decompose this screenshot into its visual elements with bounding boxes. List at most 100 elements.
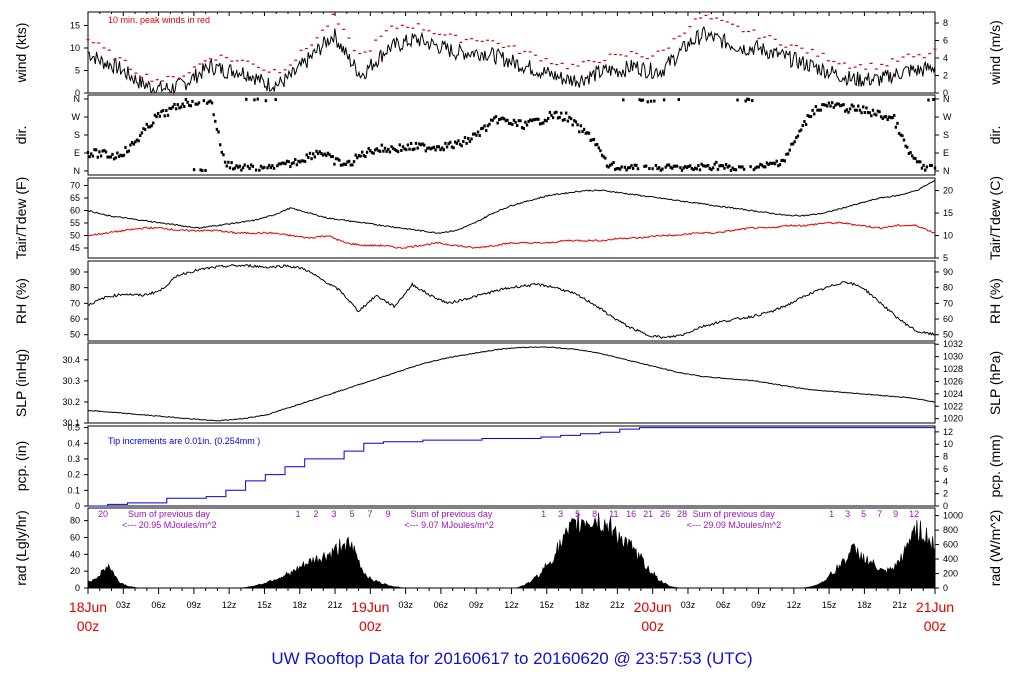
- dir-point: [798, 129, 801, 133]
- x-tick-label: 06z: [434, 600, 449, 610]
- dir-point: [564, 111, 568, 115]
- dir-point: [509, 122, 512, 126]
- dir-point: [476, 130, 480, 134]
- dir-point: [462, 140, 465, 144]
- dir-point: [932, 97, 935, 101]
- dir-point: [850, 103, 853, 107]
- dir-ytick-label-right: N: [943, 166, 950, 176]
- dir-point: [158, 114, 162, 118]
- dir-point: [440, 146, 444, 150]
- dir-point: [829, 104, 832, 108]
- dir-point: [298, 160, 302, 164]
- dir-point: [465, 141, 468, 145]
- dir-point: [737, 165, 741, 169]
- dir-point: [643, 164, 646, 168]
- dir-point: [427, 146, 431, 150]
- dir-point: [889, 116, 893, 120]
- dir-point: [238, 164, 241, 168]
- dir-point: [772, 161, 775, 165]
- dir-point: [884, 115, 888, 119]
- dir-point: [684, 165, 687, 169]
- dir-point: [357, 154, 361, 158]
- pcp-ytick-label-right: 12: [943, 427, 953, 437]
- dir-point: [489, 118, 493, 122]
- dir-point: [530, 119, 534, 123]
- rad-hour-mark: 7: [368, 509, 373, 519]
- dir-point: [344, 163, 348, 167]
- x-tick-label: 18z: [292, 600, 307, 610]
- dir-point: [401, 145, 405, 149]
- dir-point: [886, 118, 889, 122]
- dir-point: [370, 150, 374, 154]
- dir-point: [506, 118, 509, 122]
- dir-point: [145, 122, 148, 126]
- pcp-ytick-label: 0.4: [67, 438, 80, 448]
- dir-point: [217, 130, 220, 134]
- dir-point: [259, 164, 263, 168]
- dir-point: [359, 154, 362, 158]
- pcp-ytick-label: 0.1: [67, 485, 80, 495]
- dir-point: [132, 142, 135, 146]
- dir-point: [715, 160, 718, 164]
- dir-point: [584, 131, 587, 135]
- dir-point: [563, 118, 566, 122]
- dir-point: [393, 148, 397, 152]
- dir-point: [429, 147, 432, 151]
- rad-sum-label: Sum of previous day: [693, 509, 776, 519]
- dir-point: [276, 164, 279, 168]
- dir-point: [421, 142, 424, 146]
- dir-point: [844, 109, 847, 113]
- dir-point: [194, 102, 197, 106]
- dir-point: [382, 149, 385, 153]
- dir-point: [654, 163, 658, 167]
- dir-point: [656, 167, 659, 171]
- rad-ylabel-right: rad (W/m^2): [987, 510, 1003, 587]
- dir-point: [731, 166, 734, 170]
- dir-point: [179, 105, 183, 109]
- dir-point: [88, 155, 91, 159]
- dir-point: [104, 150, 108, 154]
- dir-point: [690, 167, 694, 171]
- dir-point: [325, 154, 328, 158]
- wind-series-line: [87, 25, 936, 95]
- dir-point: [604, 156, 607, 160]
- dir-point: [897, 131, 901, 135]
- dir-point: [204, 168, 207, 172]
- dir-point: [166, 113, 170, 117]
- pcp-ytick-label-right: 2: [943, 489, 948, 499]
- dir-point: [609, 163, 612, 167]
- dir-point: [408, 147, 411, 151]
- x-tick-label: 15z: [257, 600, 272, 610]
- dir-point: [930, 164, 933, 168]
- dir-point: [711, 166, 715, 170]
- dir-point: [622, 98, 625, 102]
- dir-point: [912, 156, 915, 160]
- dir-point: [648, 167, 651, 171]
- dir-point: [693, 166, 697, 170]
- dir-point: [543, 118, 547, 122]
- temp-ylabel-left: Tair/Tdew (F): [13, 177, 29, 259]
- dir-point: [754, 166, 757, 170]
- dir-point: [388, 150, 392, 154]
- dir-point: [230, 161, 233, 165]
- x-tick-label: 18z: [857, 600, 872, 610]
- x-tick-label: 21z: [610, 600, 625, 610]
- rad-hour-mark: 12: [909, 509, 919, 519]
- dir-point: [422, 143, 426, 147]
- dir-point: [636, 167, 640, 171]
- dir-point: [196, 102, 199, 106]
- dir-point: [419, 143, 423, 147]
- rad-hour-mark: 11: [609, 509, 618, 519]
- dir-point: [780, 158, 783, 162]
- dir-point: [426, 146, 429, 150]
- dir-point: [377, 149, 380, 153]
- pcp-ylabel-right: pcp. (mm): [987, 435, 1003, 498]
- dir-point: [222, 153, 225, 157]
- dir-point: [147, 125, 150, 129]
- dir-point: [612, 161, 615, 165]
- slp-ylabel-left: SLP (inHg): [13, 349, 29, 417]
- dir-point: [473, 132, 476, 136]
- dir-point: [233, 166, 237, 170]
- dir-point: [904, 144, 907, 148]
- dir-point: [837, 102, 840, 106]
